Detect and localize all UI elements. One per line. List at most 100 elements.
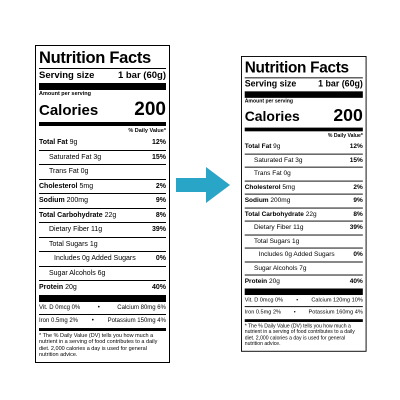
daily-value: 12% <box>151 139 166 146</box>
nutrient-amount: 9g <box>273 143 281 150</box>
nutrient: Saturated Fat 3g <box>39 151 101 165</box>
separator: • <box>293 309 296 316</box>
nutrient-amount: 200mg <box>270 197 291 204</box>
separator: • <box>91 318 94 324</box>
vitamin: Iron 0.5mg 2% <box>244 309 282 316</box>
nutrient-amount: 200mg <box>66 197 89 204</box>
vitamin: Calcium 120mg 10% <box>311 297 363 303</box>
rule <box>39 294 166 302</box>
vitamin: Vit. D 0mcg 0% <box>39 304 81 311</box>
nutrient-name: Trans Fat <box>49 168 79 175</box>
nutrient-row: Sodium 200mg 9% <box>244 193 363 208</box>
nutrient-row: Dietary Fiber 11g 39% <box>39 222 166 237</box>
nutrient-name: Protein <box>39 284 64 291</box>
nutrient-name: Protein <box>244 278 268 285</box>
serving-size: 1 bar (60g) <box>318 79 363 90</box>
nutrient-name: Sodium <box>39 197 65 204</box>
nutrient-amount: 11g <box>293 224 304 231</box>
nutrient-amount: 1g <box>292 237 300 245</box>
vitamin: Potassium 150mg 4% <box>107 318 166 324</box>
nutrient-row: Total Carbohydrate 22g 8% <box>244 207 363 220</box>
vitamin: Vit. D 0mcg 0% <box>244 297 284 303</box>
nutrient: Total Fat 9g <box>245 141 281 154</box>
nutrition-label: Nutrition Facts Serving size 1 bar (60g) Am… <box>241 56 367 352</box>
nutrient: Protein 20g <box>39 281 77 295</box>
daily-value: 9% <box>353 197 363 204</box>
nutrient-name: Total Carbohydrate <box>244 210 304 218</box>
nutrient: Dietary Fiber 11g <box>245 222 304 235</box>
separator: • <box>296 297 299 303</box>
nutrient: Includes 0g Added Sugars <box>39 252 136 266</box>
arrow-shape <box>176 167 230 203</box>
nutrient-row: Sugar Alcohols 6g <box>39 265 166 281</box>
nutrient-amount: 5mg <box>282 183 296 191</box>
label-title: Nutrition Facts <box>244 59 363 79</box>
nutrient-name: Cholesterol <box>244 183 281 191</box>
calories-label: Calories <box>39 102 99 119</box>
daily-value: 39% <box>151 226 166 233</box>
nutrient: Sodium 200mg <box>245 195 291 208</box>
daily-value: 2% <box>155 182 166 190</box>
nutrient-name: Total Sugars <box>49 240 88 248</box>
daily-value: 39% <box>349 224 363 231</box>
nutrient-row: Total Sugars 1g <box>244 234 363 247</box>
calories-value: 200 <box>333 106 363 126</box>
nutrient-row: Protein 20g 40% <box>244 274 363 288</box>
daily-value: 0% <box>353 251 363 258</box>
nutrient-amount: 20g <box>65 284 77 291</box>
serving-label: Serving size <box>244 79 297 90</box>
footnote: * The % Daily Value (DV) tells you how m… <box>244 323 355 348</box>
nutrient-row: Trans Fat 0g <box>244 166 363 180</box>
daily-value: 15% <box>151 153 166 161</box>
nutrient-name: Total Carbohydrate <box>39 211 103 219</box>
vitamin: Iron 0.5mg 2% <box>39 318 79 324</box>
nutrient-row: Trans Fat 0g <box>39 164 166 179</box>
daily-value: 8% <box>353 210 363 218</box>
nutrient-name: Sugar Alcohols <box>254 264 298 272</box>
nutrient-name: Sodium <box>244 197 269 204</box>
calories-value: 200 <box>134 99 166 120</box>
nutrient-name: Total Sugars <box>254 237 291 245</box>
daily-value: 40% <box>151 284 166 291</box>
nutrient-amount: 3g <box>295 156 303 164</box>
amount-per-serving: Amount per serving <box>244 98 294 105</box>
dv-header: % Daily Value* <box>327 133 363 139</box>
rule <box>39 327 166 331</box>
nutrient-row: Total Sugars 1g <box>39 236 166 252</box>
nutrient: Dietary Fiber 11g <box>39 223 102 237</box>
nutrient-name: Sugar Alcohols <box>49 269 96 277</box>
calories-label: Calories <box>244 109 300 125</box>
nutrient-amount: 9g <box>69 139 78 146</box>
amount-per-serving: Amount per serving <box>39 91 91 97</box>
nutrient: Includes 0g Added Sugars <box>245 249 335 262</box>
nutrient-name: Trans Fat <box>254 170 282 177</box>
nutrient-amount: 0g <box>80 168 89 175</box>
nutrient: Saturated Fat 3g <box>245 154 303 167</box>
nutrient-row: Protein 20g 40% <box>39 280 166 295</box>
nutrient-name: Dietary Fiber <box>254 224 292 231</box>
nutrient-name: Saturated Fat <box>254 156 294 164</box>
nutrient-name: Saturated Fat <box>49 153 92 161</box>
nutrient-row: Includes 0g Added Sugars 0% <box>244 247 363 262</box>
nutrient-name: Total Fat <box>39 139 68 146</box>
rule <box>244 318 363 322</box>
nutrient-amount: 6g <box>97 269 106 277</box>
serving-row: Serving size 1 bar (60g) <box>39 69 166 83</box>
calories-row: Calories 200 <box>245 106 363 127</box>
nutrient-amount: 3g <box>93 153 102 161</box>
nutrient-amount: 22g <box>305 210 317 218</box>
nutrient: Sugar Alcohols 7g <box>245 262 307 275</box>
daily-value: 2% <box>353 183 363 191</box>
nutrient: Cholesterol 5mg <box>245 181 295 194</box>
nutrient-name: Cholesterol <box>39 182 78 190</box>
vitamin-row: Vit. D 0mcg 0% • Calcium 80mg 6% <box>39 302 166 315</box>
serving-size: 1 bar (60g) <box>117 70 166 81</box>
daily-value: 12% <box>349 143 363 150</box>
nutrient-row: Sugar Alcohols 7g <box>244 261 363 275</box>
vitamin-row: Iron 0.5mg 2% • Potassium 160mg 4% <box>244 306 363 319</box>
nutrient-row: Cholesterol 5mg 2% <box>244 180 363 194</box>
nutrient-amount: 20g <box>268 278 280 285</box>
nutrient-name: Total Fat <box>244 143 272 150</box>
nutrient-amount: 5mg <box>79 182 94 190</box>
